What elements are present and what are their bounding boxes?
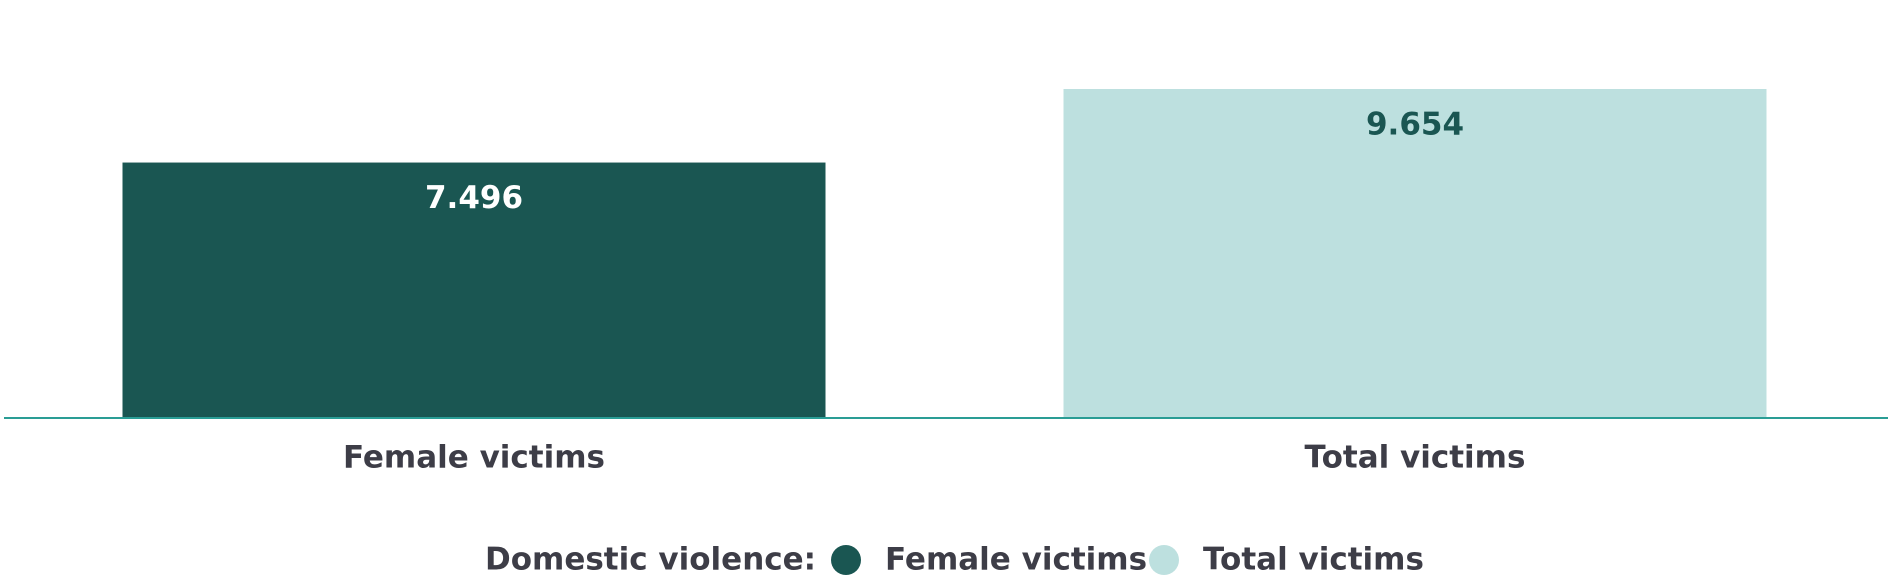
x-tick-label: Female victims <box>343 440 605 476</box>
legend-swatch <box>831 545 861 575</box>
legend-swatch <box>1149 545 1179 575</box>
bar <box>122 162 826 418</box>
value-label: 7.496 <box>425 180 523 216</box>
legend-title: Domestic violence: <box>485 542 816 577</box>
bar <box>1063 89 1767 418</box>
legend-label: Total victims <box>1203 542 1424 577</box>
value-label: 9.654 <box>1366 107 1464 143</box>
legend-label: Female victims <box>885 542 1147 577</box>
x-tick-label: Total victims <box>1305 440 1526 476</box>
